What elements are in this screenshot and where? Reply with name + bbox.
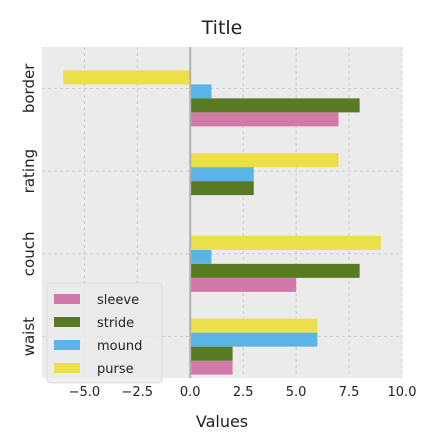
bar-mound-couch: [190, 249, 212, 264]
x-tick-label: 5.0: [286, 385, 307, 400]
x-tick-label: −2.5: [122, 385, 154, 400]
bar-purse-rating: [190, 153, 339, 168]
bar-mound-waist: [190, 332, 318, 347]
bar-sleeve-border: [190, 112, 339, 127]
x-tick-label: 10.0: [388, 385, 417, 400]
y-tick-label: border: [20, 63, 38, 113]
bar-mound-border: [190, 84, 212, 99]
bars: [63, 70, 381, 375]
bar-stride-couch: [190, 263, 360, 278]
y-tick-label: rating: [20, 149, 38, 193]
x-tick-label: 2.5: [233, 385, 254, 400]
y-tick-label: couch: [20, 232, 38, 277]
legend-swatch-stride: [54, 317, 80, 327]
x-tick-label: 0.0: [180, 385, 201, 400]
x-axis-title: Values: [196, 412, 248, 431]
x-tick-label: −5.0: [69, 385, 101, 400]
bar-mound-rating: [190, 167, 254, 182]
legend-swatch-mound: [54, 340, 80, 350]
bar-sleeve-waist: [190, 360, 233, 375]
bar-purse-couch: [190, 235, 381, 250]
bar-stride-border: [190, 98, 360, 113]
legend-label-mound: mound: [97, 339, 142, 354]
legend: sleeve stride mound purse: [46, 282, 163, 384]
chart-title: Title: [201, 17, 243, 39]
legend-label-purse: purse: [97, 362, 134, 377]
y-tick-label: waist: [20, 317, 38, 356]
bar-sleeve-couch: [190, 277, 297, 292]
legend-label-sleeve: sleeve: [97, 293, 139, 308]
bar-purse-waist: [190, 318, 318, 333]
legend-swatch-purse: [54, 363, 80, 373]
bar-stride-rating: [190, 181, 254, 196]
legend-swatch-sleeve: [54, 294, 80, 304]
bar-purse-border: [63, 70, 191, 85]
x-tick-label: 7.5: [339, 385, 360, 400]
bar-stride-waist: [190, 346, 233, 361]
y-axis-ticks: border rating couch waist: [20, 63, 38, 357]
legend-label-stride: stride: [97, 316, 134, 331]
legend-box: [46, 282, 163, 384]
x-axis-ticks: −5.0 −2.5 0.0 2.5 5.0 7.5 10.0: [69, 385, 417, 400]
